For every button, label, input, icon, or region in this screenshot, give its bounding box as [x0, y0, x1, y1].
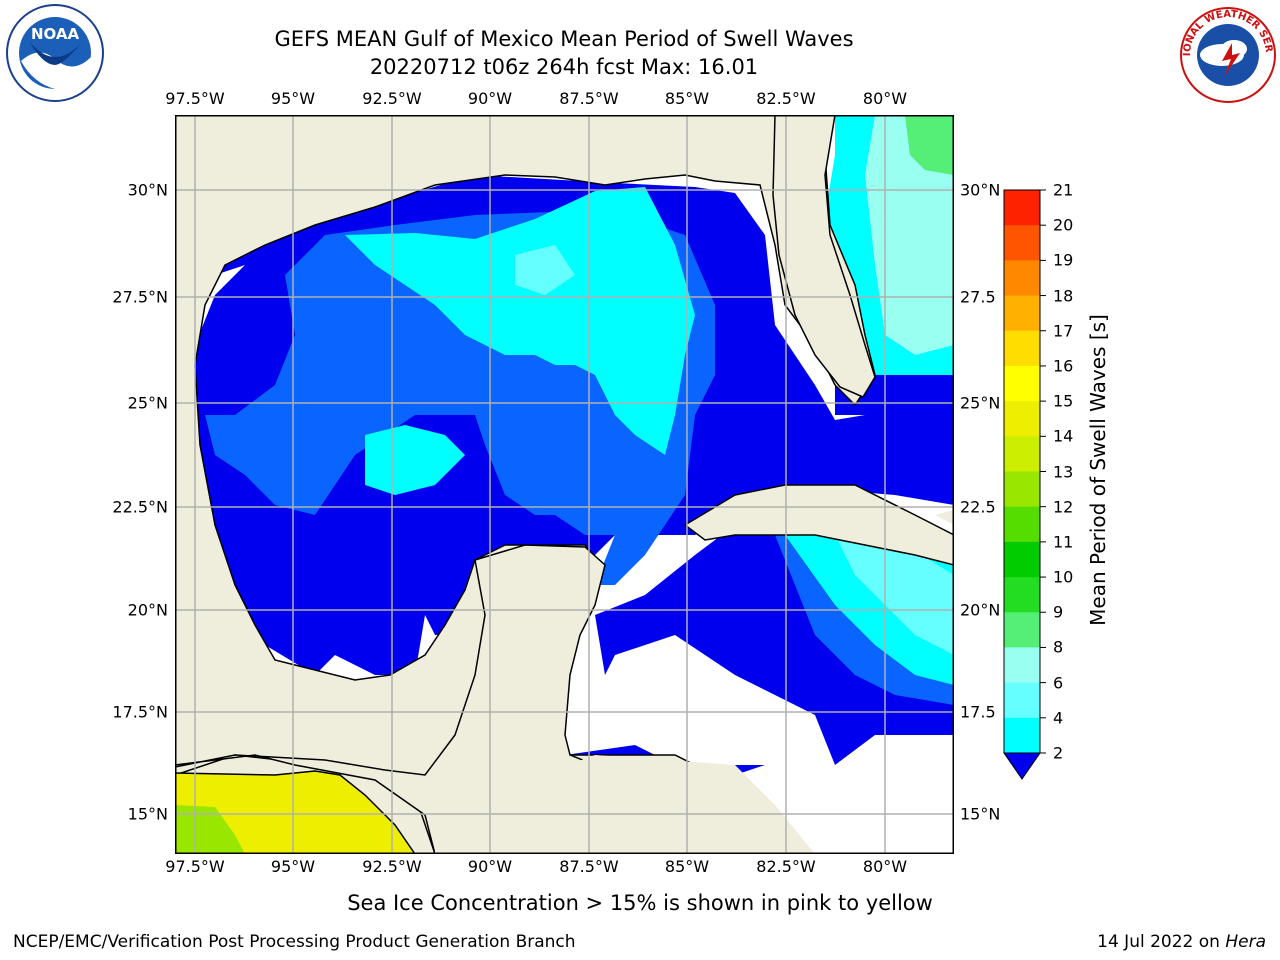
colorbar-tick-label: 20	[1053, 215, 1074, 235]
footer-credit: NCEP/EMC/Verification Post Processing Pr…	[13, 932, 576, 952]
lon-tick-label: 90°W	[467, 89, 513, 108]
colorbar-segment	[1004, 295, 1040, 332]
lon-tick-label: 85°W	[664, 857, 710, 876]
colorbar-tick-label: 12	[1053, 497, 1074, 517]
lon-tick-label: 82.5°W	[756, 857, 816, 876]
land-hispaniola-edge	[935, 510, 954, 525]
colorbar-segment	[1004, 190, 1040, 226]
pacific-coast-line	[174, 770, 416, 855]
lat-tick-label: 27.5°N	[112, 287, 168, 307]
footer-date: 14 Jul 2022 on Hera	[1097, 932, 1266, 952]
lon-tick-label: 95°W	[270, 89, 316, 108]
gridlines	[175, 115, 954, 854]
lon-tick-label: 92.5°W	[362, 89, 422, 108]
colorbar-svg	[1003, 189, 1046, 780]
pacific-yellow-field	[175, 771, 415, 854]
lon-tick-label: 87.5°W	[559, 89, 619, 108]
colorbar-tick-label: 19	[1053, 250, 1074, 270]
lat-tick-label: 15°N	[960, 804, 1001, 824]
colorbar-segment	[1004, 682, 1040, 719]
colorbar-segment	[1004, 647, 1040, 684]
lat-tick-label: 20°N	[960, 600, 1001, 620]
colorbar-segment	[1004, 541, 1040, 578]
lon-tick-label: 97.5°W	[165, 89, 225, 108]
colorbar-extend-arrow	[1003, 752, 1041, 780]
colorbar-segment	[1004, 260, 1040, 297]
lon-tick-label: 92.5°W	[362, 857, 422, 876]
lat-tick-label: 25°N	[960, 393, 1001, 413]
map-area	[174, 114, 955, 855]
colorbar-tick-label: 16	[1053, 356, 1074, 376]
gulf-pale-patch	[515, 245, 575, 295]
footer-host: Hera	[1225, 932, 1266, 952]
colorbar-segment	[1004, 401, 1040, 437]
colorbar-segment	[1004, 330, 1040, 367]
lon-tick-label: 82.5°W	[756, 89, 816, 108]
gulf-cyan-south	[365, 425, 465, 495]
colorbar	[1000, 185, 1050, 789]
land-central-america	[435, 755, 815, 854]
colorbar-tick-label: 15	[1053, 391, 1074, 411]
colorbar-segment	[1004, 506, 1040, 543]
gulf-cyan-core	[345, 187, 695, 455]
colorbar-label: Mean Period of Swell Waves [s]	[1086, 314, 1110, 626]
colorbar-segment	[1004, 717, 1040, 754]
lon-tick-label: 95°W	[270, 857, 316, 876]
colorbar-tick-label: 21	[1053, 180, 1074, 200]
nws-logo: NATIONAL WEATHER SERVICE	[1172, 0, 1280, 107]
colorbar-segment	[1004, 471, 1040, 508]
map-title: GEFS MEAN Gulf of Mexico Mean Period of …	[274, 27, 854, 51]
atlantic-pale	[865, 115, 954, 355]
lat-tick-label: 30°N	[960, 180, 1001, 200]
colorbar-tick-label: 9	[1053, 602, 1064, 622]
map-frame	[175, 115, 954, 854]
atlantic-green	[905, 115, 954, 175]
colorbar-tick-label: 10	[1053, 567, 1074, 587]
lat-tick-label: 30°N	[127, 180, 168, 200]
colorbar-tick-label: 8	[1053, 637, 1064, 657]
lon-tick-label: 85°W	[664, 89, 710, 108]
colorbar-tick-label: 13	[1053, 462, 1074, 481]
colorbar-tick-label: 4	[1053, 708, 1064, 728]
lon-tick-label: 87.5°W	[559, 857, 619, 876]
map-svg	[174, 114, 955, 855]
colorbar-tick-label: 6	[1053, 673, 1064, 693]
footer-date-text: 14 Jul 2022 on	[1097, 932, 1226, 952]
colorbar-segment	[1004, 577, 1040, 613]
colorbar-segment	[1004, 436, 1040, 472]
colorbar-tick-label: 2	[1053, 743, 1064, 763]
map-subtitle: 20220712 t06z 264h fcst Max: 16.01	[369, 55, 759, 79]
lon-tick-label: 97.5°W	[165, 857, 225, 876]
sea-ice-caption: Sea Ice Concentration > 15% is shown in …	[347, 891, 933, 915]
noaa-logo: NOAA	[3, 3, 107, 107]
colorbar-tick-label: 18	[1053, 286, 1074, 306]
land-cuba	[683, 484, 955, 566]
lat-tick-label: 22.5	[960, 497, 996, 517]
lon-tick-label: 90°W	[467, 857, 513, 876]
lat-tick-label: 17.5°N	[112, 702, 168, 722]
lon-tick-label: 80°W	[862, 857, 908, 876]
lon-tick-label: 80°W	[862, 89, 908, 108]
colorbar-segment	[1004, 612, 1040, 648]
lat-tick-label: 15°N	[127, 804, 168, 824]
colorbar-tick-label: 17	[1053, 321, 1074, 341]
colorbar-segment	[1004, 225, 1040, 261]
lat-tick-label: 17.5	[960, 702, 996, 722]
noaa-logo-text: NOAA	[31, 25, 80, 43]
lat-tick-label: 27.5	[960, 287, 996, 307]
lat-tick-label: 22.5°N	[112, 497, 168, 517]
pacific-green-field	[175, 805, 245, 854]
lat-tick-label: 25°N	[127, 393, 168, 413]
caribbean-pale	[835, 535, 954, 655]
colorbar-tick-label: 14	[1053, 426, 1074, 446]
colorbar-segment	[1004, 365, 1040, 402]
land-florida-peninsula	[772, 114, 876, 398]
colorbar-tick-label: 11	[1053, 532, 1074, 552]
lat-tick-label: 20°N	[127, 600, 168, 620]
